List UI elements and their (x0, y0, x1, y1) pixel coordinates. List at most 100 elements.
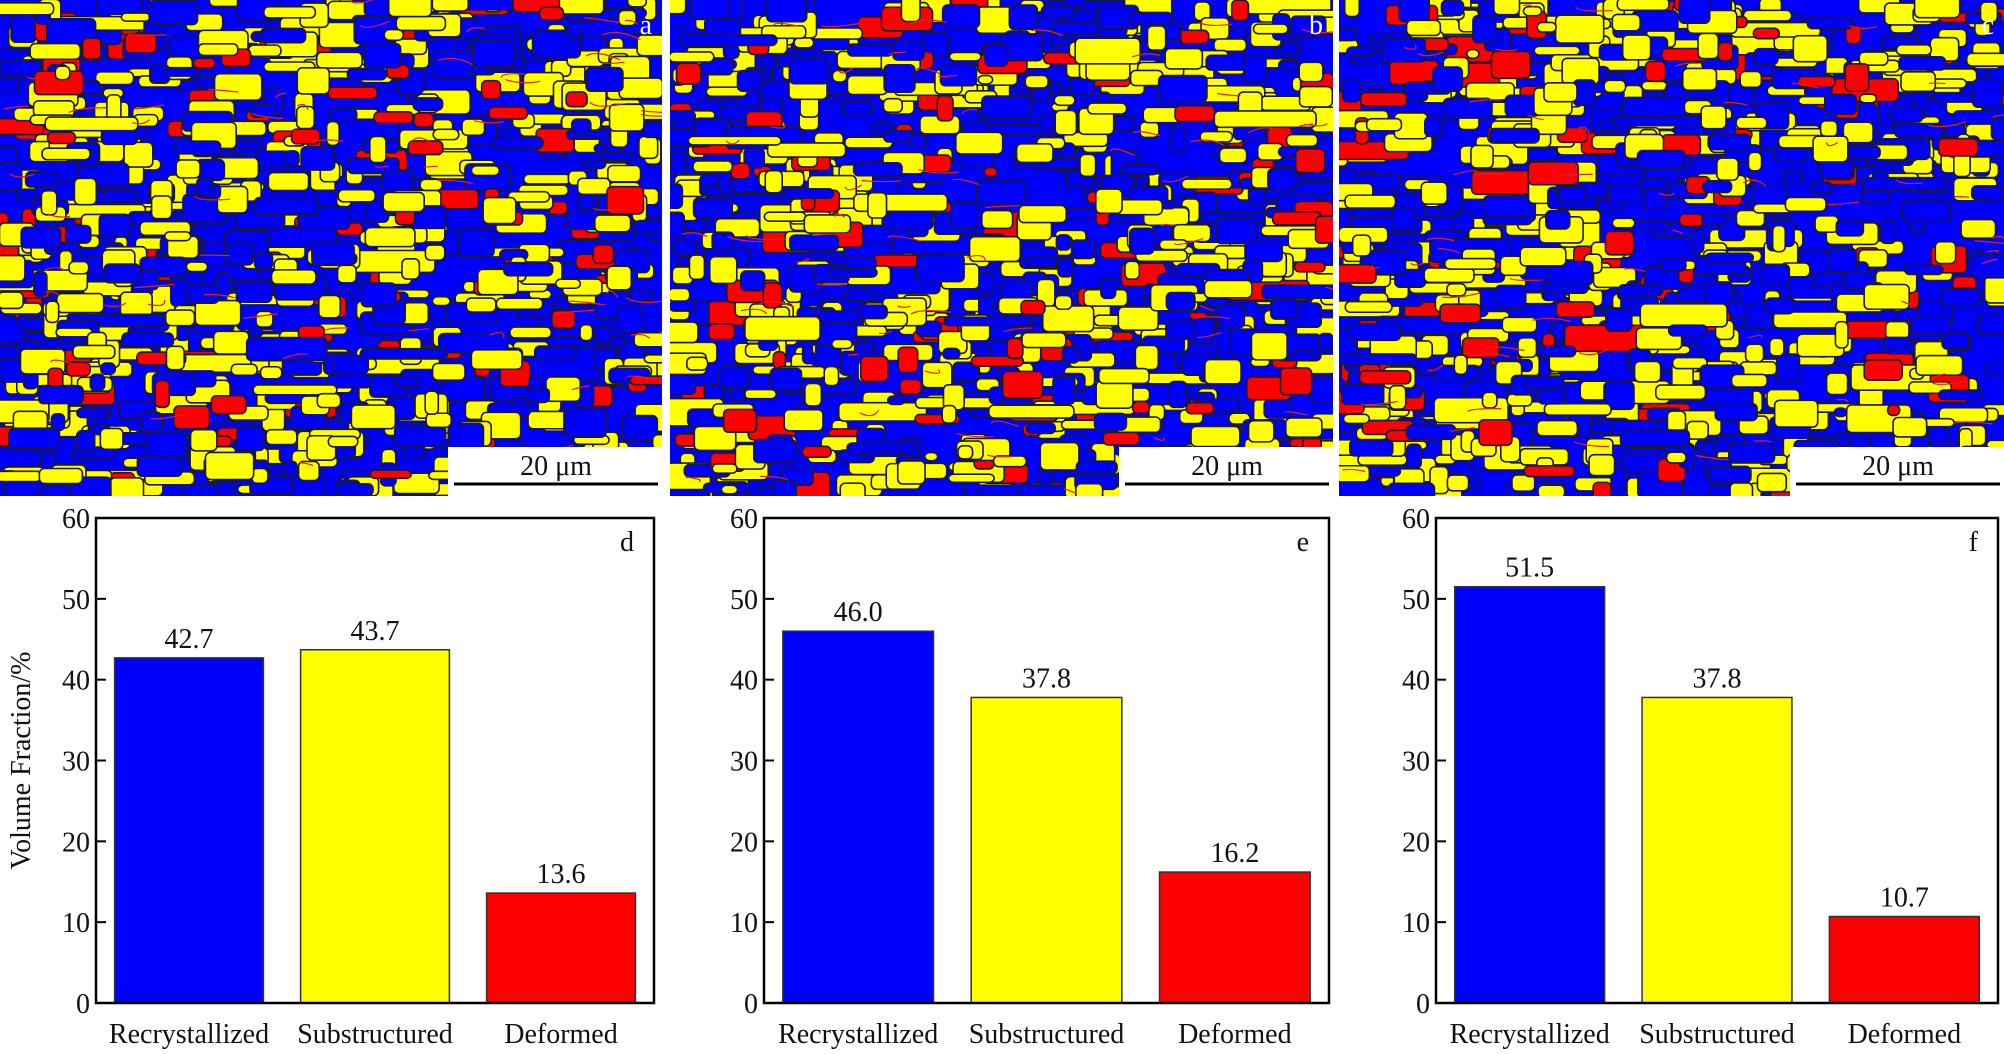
subgrain-boundary (837, 67, 854, 74)
subgrain-boundary (627, 375, 650, 380)
grain (1506, 393, 1533, 407)
grain (801, 445, 832, 458)
grain (1833, 407, 1848, 418)
grain (1095, 188, 1123, 215)
grain (636, 34, 662, 57)
grain (1835, 219, 1865, 237)
subgrain-boundary (104, 302, 127, 308)
grain (185, 261, 209, 273)
grain (1739, 361, 1778, 376)
grain (1482, 215, 1533, 226)
subgrain-boundary (466, 27, 485, 33)
grain (1025, 256, 1057, 268)
grain (1764, 297, 1795, 315)
grain (392, 394, 416, 421)
grain (1424, 116, 1444, 138)
grain (267, 171, 310, 192)
grain (245, 336, 328, 362)
grain (68, 260, 90, 275)
grain (174, 140, 222, 155)
grain (643, 353, 662, 364)
subgrain-boundary (1304, 123, 1328, 127)
grain (670, 51, 715, 63)
ebsd-map: 20 μm a (0, 0, 662, 496)
subgrain-boundary (961, 108, 978, 115)
grain (194, 299, 242, 327)
subgrain-boundary (150, 413, 187, 420)
grain (722, 408, 758, 434)
subgrain-boundary (1469, 99, 1501, 103)
grain (579, 323, 594, 342)
grain (1036, 470, 1054, 485)
subgrain-boundary (311, 139, 344, 142)
grain (186, 284, 220, 305)
grain (1753, 47, 1779, 66)
grain (480, 79, 502, 100)
grain (173, 405, 211, 430)
grain (606, 185, 645, 215)
grain (1812, 135, 1849, 163)
grain (1443, 257, 1498, 270)
grain (1075, 460, 1118, 475)
grain (1806, 16, 1854, 30)
subgrain-boundary (1301, 28, 1333, 34)
y-tick-label: 0 (76, 989, 90, 1020)
subgrain-boundary (887, 235, 921, 242)
grain (670, 300, 697, 312)
grain (1730, 373, 1768, 388)
grain (1511, 474, 1536, 493)
grain (1164, 47, 1204, 70)
subgrain-boundary (1849, 25, 1878, 29)
grain (1603, 381, 1635, 411)
grain (1592, 481, 1612, 496)
grain (1015, 143, 1054, 164)
subgrain-boundary (1063, 488, 1077, 494)
subgrain-boundary (203, 293, 236, 299)
grain (369, 135, 387, 164)
subgrain-boundary (50, 359, 75, 366)
grain (1859, 93, 1878, 104)
grain (897, 346, 919, 374)
grain (1772, 311, 1848, 329)
grain (939, 64, 978, 87)
grain (1405, 19, 1442, 37)
subgrain-boundary (1342, 468, 1366, 473)
map-label: c (1982, 10, 1994, 41)
grain (1070, 239, 1096, 260)
grain (1536, 345, 1577, 358)
grain (297, 460, 321, 482)
grain (300, 146, 336, 171)
grain (1006, 337, 1024, 360)
grain (1809, 181, 1833, 194)
x-tick-label: Substructured (297, 1019, 453, 1050)
grain (46, 131, 77, 145)
grain (1747, 151, 1763, 172)
subgrain-boundary (606, 290, 619, 298)
grain (793, 36, 815, 49)
subgrain-boundary (1522, 4, 1535, 9)
grain (1858, 51, 1889, 67)
subgrain-boundary (1624, 267, 1646, 272)
subgrain-boundary (438, 57, 473, 66)
grain (711, 231, 735, 252)
grain (165, 345, 185, 371)
grain (8, 427, 61, 450)
grain (265, 428, 298, 446)
y-tick-label: 20 (730, 827, 758, 858)
grain (431, 295, 451, 307)
grain (407, 140, 444, 156)
grain (1671, 356, 1708, 370)
grain (1714, 402, 1758, 422)
subgrain-boundary (795, 257, 810, 263)
subgrain-boundary (1695, 454, 1729, 461)
grain (1165, 291, 1196, 311)
subgrain-boundary (4, 105, 29, 110)
grain (1898, 56, 1947, 71)
subgrain-boundary (681, 232, 708, 238)
grain (981, 209, 1014, 230)
grain (401, 257, 421, 280)
grain (65, 361, 91, 377)
grain (0, 291, 24, 310)
grain (270, 269, 317, 285)
subgrain-boundary (625, 297, 662, 303)
